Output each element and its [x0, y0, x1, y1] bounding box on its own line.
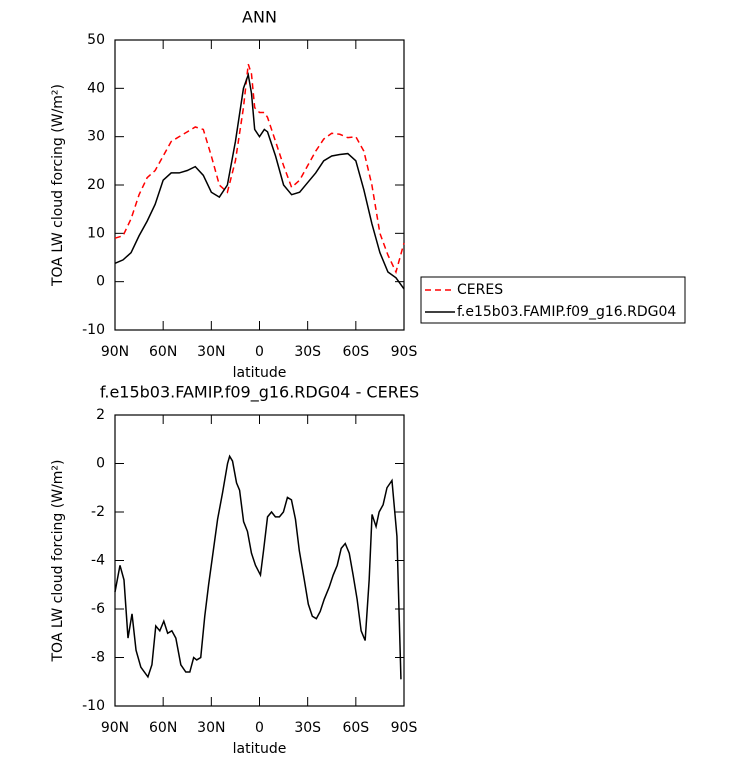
legend: CERES f.e15b03.FAMIP.f09_g16.RDG04: [420, 276, 686, 324]
legend-label: f.e15b03.FAMIP.f09_g16.RDG04: [457, 304, 676, 320]
y-tick-label: 20: [87, 177, 105, 193]
y-tick-label: -10: [82, 698, 105, 714]
x-tick-label: 60N: [149, 344, 177, 360]
x-tick-label: 30S: [294, 720, 321, 736]
y-tick-label: -6: [91, 601, 105, 617]
y-tick-label: 0: [96, 456, 105, 472]
x-tick-label: 90N: [101, 344, 129, 360]
x-tick-label: 30N: [197, 720, 225, 736]
x-tick-label: 0: [255, 344, 264, 360]
y-axis-label: TOA LW cloud forcing (W/m²): [50, 460, 66, 663]
y-tick-label: 40: [87, 80, 105, 96]
chart-title: f.e15b03.FAMIP.f09_g16.RDG04 - CERES: [100, 383, 419, 403]
legend-label: CERES: [457, 282, 503, 298]
y-tick-label: 50: [87, 32, 105, 48]
data-line: [114, 63, 405, 275]
x-tick-label: 90N: [101, 720, 129, 736]
y-tick-label: 2: [96, 407, 105, 423]
y-tick-label: 10: [87, 225, 105, 241]
y-tick-label: 0: [96, 274, 105, 290]
y-tick-label: 30: [87, 129, 105, 145]
y-tick-label: -4: [91, 553, 105, 569]
y-tick-label: -2: [91, 504, 105, 520]
data-line: [114, 454, 402, 680]
x-tick-label: 90S: [391, 720, 418, 736]
x-tick-label: 60N: [149, 720, 177, 736]
plot-frame: [114, 39, 405, 331]
x-tick-label: 30S: [294, 344, 321, 360]
x-axis-label: latitude: [233, 741, 287, 757]
x-tick-label: 0: [255, 720, 264, 736]
legend-box: [420, 276, 686, 324]
x-tick-label: 30N: [197, 344, 225, 360]
y-tick-label: -8: [91, 650, 105, 666]
x-axis-label: latitude: [233, 365, 287, 381]
x-tick-label: 60S: [342, 720, 369, 736]
y-tick-label: -10: [82, 322, 105, 338]
x-tick-label: 60S: [342, 344, 369, 360]
plot-frame: [114, 414, 405, 707]
data-line: [114, 71, 405, 290]
chart-title: ANN: [242, 8, 277, 27]
x-tick-label: 90S: [391, 344, 418, 360]
y-axis-label: TOA LW cloud forcing (W/m²): [50, 84, 66, 287]
